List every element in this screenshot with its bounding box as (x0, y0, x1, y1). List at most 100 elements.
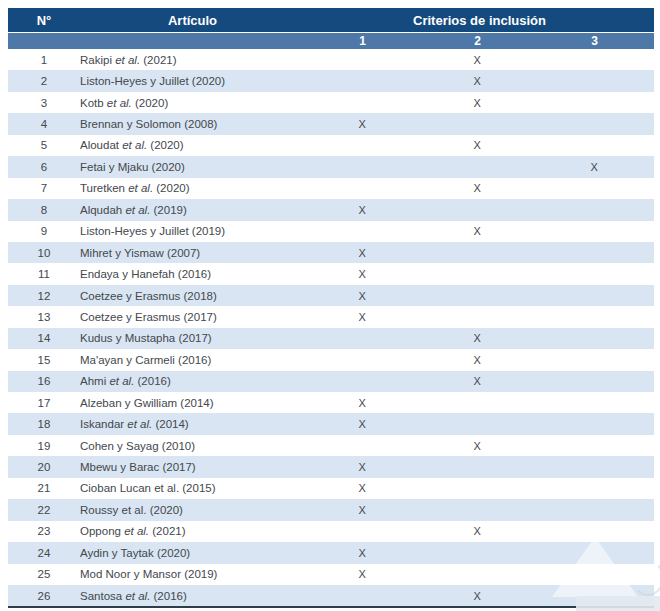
article-text: Santosa (80, 590, 125, 602)
criterion-2-mark (420, 199, 535, 220)
article-year: (2019) (150, 204, 186, 216)
criterion-2-mark (420, 156, 535, 177)
table-row: 1 Rakipi et al. (2021) X (8, 49, 654, 70)
row-number: 24 (8, 542, 80, 563)
article-text: Kotb (80, 97, 107, 109)
article-cell: Rakipi et al. (2021) (80, 49, 305, 70)
criterion-2-mark: X (420, 521, 535, 542)
table-row: 6 Fetai y Mjaku (2020) X (8, 156, 654, 177)
criterion-2-mark: X (420, 70, 535, 91)
article-etal: et al. (127, 418, 152, 430)
table-row: 26 Santosa et al. (2016) X (8, 585, 654, 607)
article-year: (2020) (153, 182, 189, 194)
criterion-1-mark: X (305, 499, 420, 520)
article-text: Turetken (80, 182, 128, 194)
article-etal: et al. (115, 54, 140, 66)
row-number: 2 (8, 70, 80, 91)
table-row: 22 Roussy et al. (2020) X (8, 499, 654, 520)
criterion-1-mark: X (305, 478, 420, 499)
row-number: 4 (8, 113, 80, 134)
subheader-criterion-2: 2 (420, 33, 535, 50)
row-number: 23 (8, 521, 80, 542)
article-text: Brennan y Solomon (2008) (80, 118, 217, 130)
criterion-1-mark (305, 70, 420, 91)
article-etal: et al. (109, 375, 134, 387)
table-row: 15 Ma'ayan y Carmeli (2016) X (8, 349, 654, 370)
criterion-1-mark (305, 156, 420, 177)
table-row: 7 Turetken et al. (2020) X (8, 178, 654, 199)
criterion-3-mark (535, 221, 654, 242)
table-body: 1 Rakipi et al. (2021) X 2 Liston-Heyes … (8, 49, 654, 607)
criterion-2-mark: X (420, 371, 535, 392)
row-number: 6 (8, 156, 80, 177)
criterion-1-mark (305, 49, 420, 70)
table-row: 10 Mihret y Yismaw (2007) X (8, 242, 654, 263)
article-etal: et al. (125, 590, 150, 602)
table-subheader-row: 1 2 3 (8, 33, 654, 50)
criterion-3-mark (535, 564, 654, 585)
article-cell: Kotb et al. (2020) (80, 92, 305, 113)
article-text: Rakipi (80, 54, 115, 66)
criterion-3-mark (535, 456, 654, 477)
article-cell: Mbewu y Barac (2017) (80, 456, 305, 477)
header-article-col: Artículo (80, 8, 305, 33)
criterion-1-mark (305, 135, 420, 156)
criterion-3-mark (535, 478, 654, 499)
row-number: 17 (8, 392, 80, 413)
article-etal: et al. (125, 204, 150, 216)
article-text: Mihret y Yismaw (2007) (80, 247, 200, 259)
table-row: 11 Endaya y Hanefah (2016) X (8, 263, 654, 284)
article-cell: Ahmi et al. (2016) (80, 371, 305, 392)
criterion-3-mark (535, 413, 654, 434)
article-cell: Aloudat et al. (2020) (80, 135, 305, 156)
row-number: 25 (8, 564, 80, 585)
row-number: 19 (8, 435, 80, 456)
table-row: 16 Ahmi et al. (2016) X (8, 371, 654, 392)
article-cell: Cioban Lucan et al. (2015) (80, 478, 305, 499)
article-cell: Mihret y Yismaw (2007) (80, 242, 305, 263)
subheader-criterion-1: 1 (305, 33, 420, 50)
criterion-1-mark (305, 349, 420, 370)
article-cell: Alzeban y Gwilliam (2014) (80, 392, 305, 413)
article-text: Alzeban y Gwilliam (2014) (80, 397, 214, 409)
criterion-1-mark (305, 92, 420, 113)
criterion-3-mark (535, 135, 654, 156)
criterion-3-mark (535, 392, 654, 413)
criterion-2-mark (420, 263, 535, 284)
row-number: 8 (8, 199, 80, 220)
article-cell: Fetai y Mjaku (2020) (80, 156, 305, 177)
article-text: Ahmi (80, 375, 109, 387)
criterion-2-mark: X (420, 585, 535, 607)
criterion-3-mark: X (535, 156, 654, 177)
criterion-1-mark (305, 178, 420, 199)
article-text: Endaya y Hanefah (2016) (80, 268, 211, 280)
criterion-2-mark: X (420, 435, 535, 456)
criterion-1-mark: X (305, 285, 420, 306)
criterion-2-mark (420, 392, 535, 413)
row-number: 9 (8, 221, 80, 242)
article-etal: et al. (122, 139, 147, 151)
criterion-3-mark (535, 435, 654, 456)
row-number: 22 (8, 499, 80, 520)
article-cell: Mod Noor y Mansor (2019) (80, 564, 305, 585)
row-number: 16 (8, 371, 80, 392)
article-cell: Endaya y Hanefah (2016) (80, 263, 305, 284)
article-cell: Cohen y Sayag (2010) (80, 435, 305, 456)
table-row: 3 Kotb et al. (2020) X (8, 92, 654, 113)
article-cell: Ma'ayan y Carmeli (2016) (80, 349, 305, 370)
article-text: Coetzee y Erasmus (2017) (80, 311, 217, 323)
table-row: 17 Alzeban y Gwilliam (2014) X (8, 392, 654, 413)
row-number: 14 (8, 328, 80, 349)
criterion-2-mark (420, 456, 535, 477)
criterion-3-mark (535, 349, 654, 370)
article-year: (2020) (132, 97, 168, 109)
criterion-2-mark: X (420, 49, 535, 70)
article-text: Cioban Lucan et al. (2015) (80, 482, 216, 494)
row-number: 1 (8, 49, 80, 70)
row-number: 21 (8, 478, 80, 499)
header-number-col: N° (8, 8, 80, 33)
criterion-3-mark (535, 285, 654, 306)
criterion-2-mark (420, 413, 535, 434)
table-row: 4 Brennan y Solomon (2008) X (8, 113, 654, 134)
table-row: 19 Cohen y Sayag (2010) X (8, 435, 654, 456)
